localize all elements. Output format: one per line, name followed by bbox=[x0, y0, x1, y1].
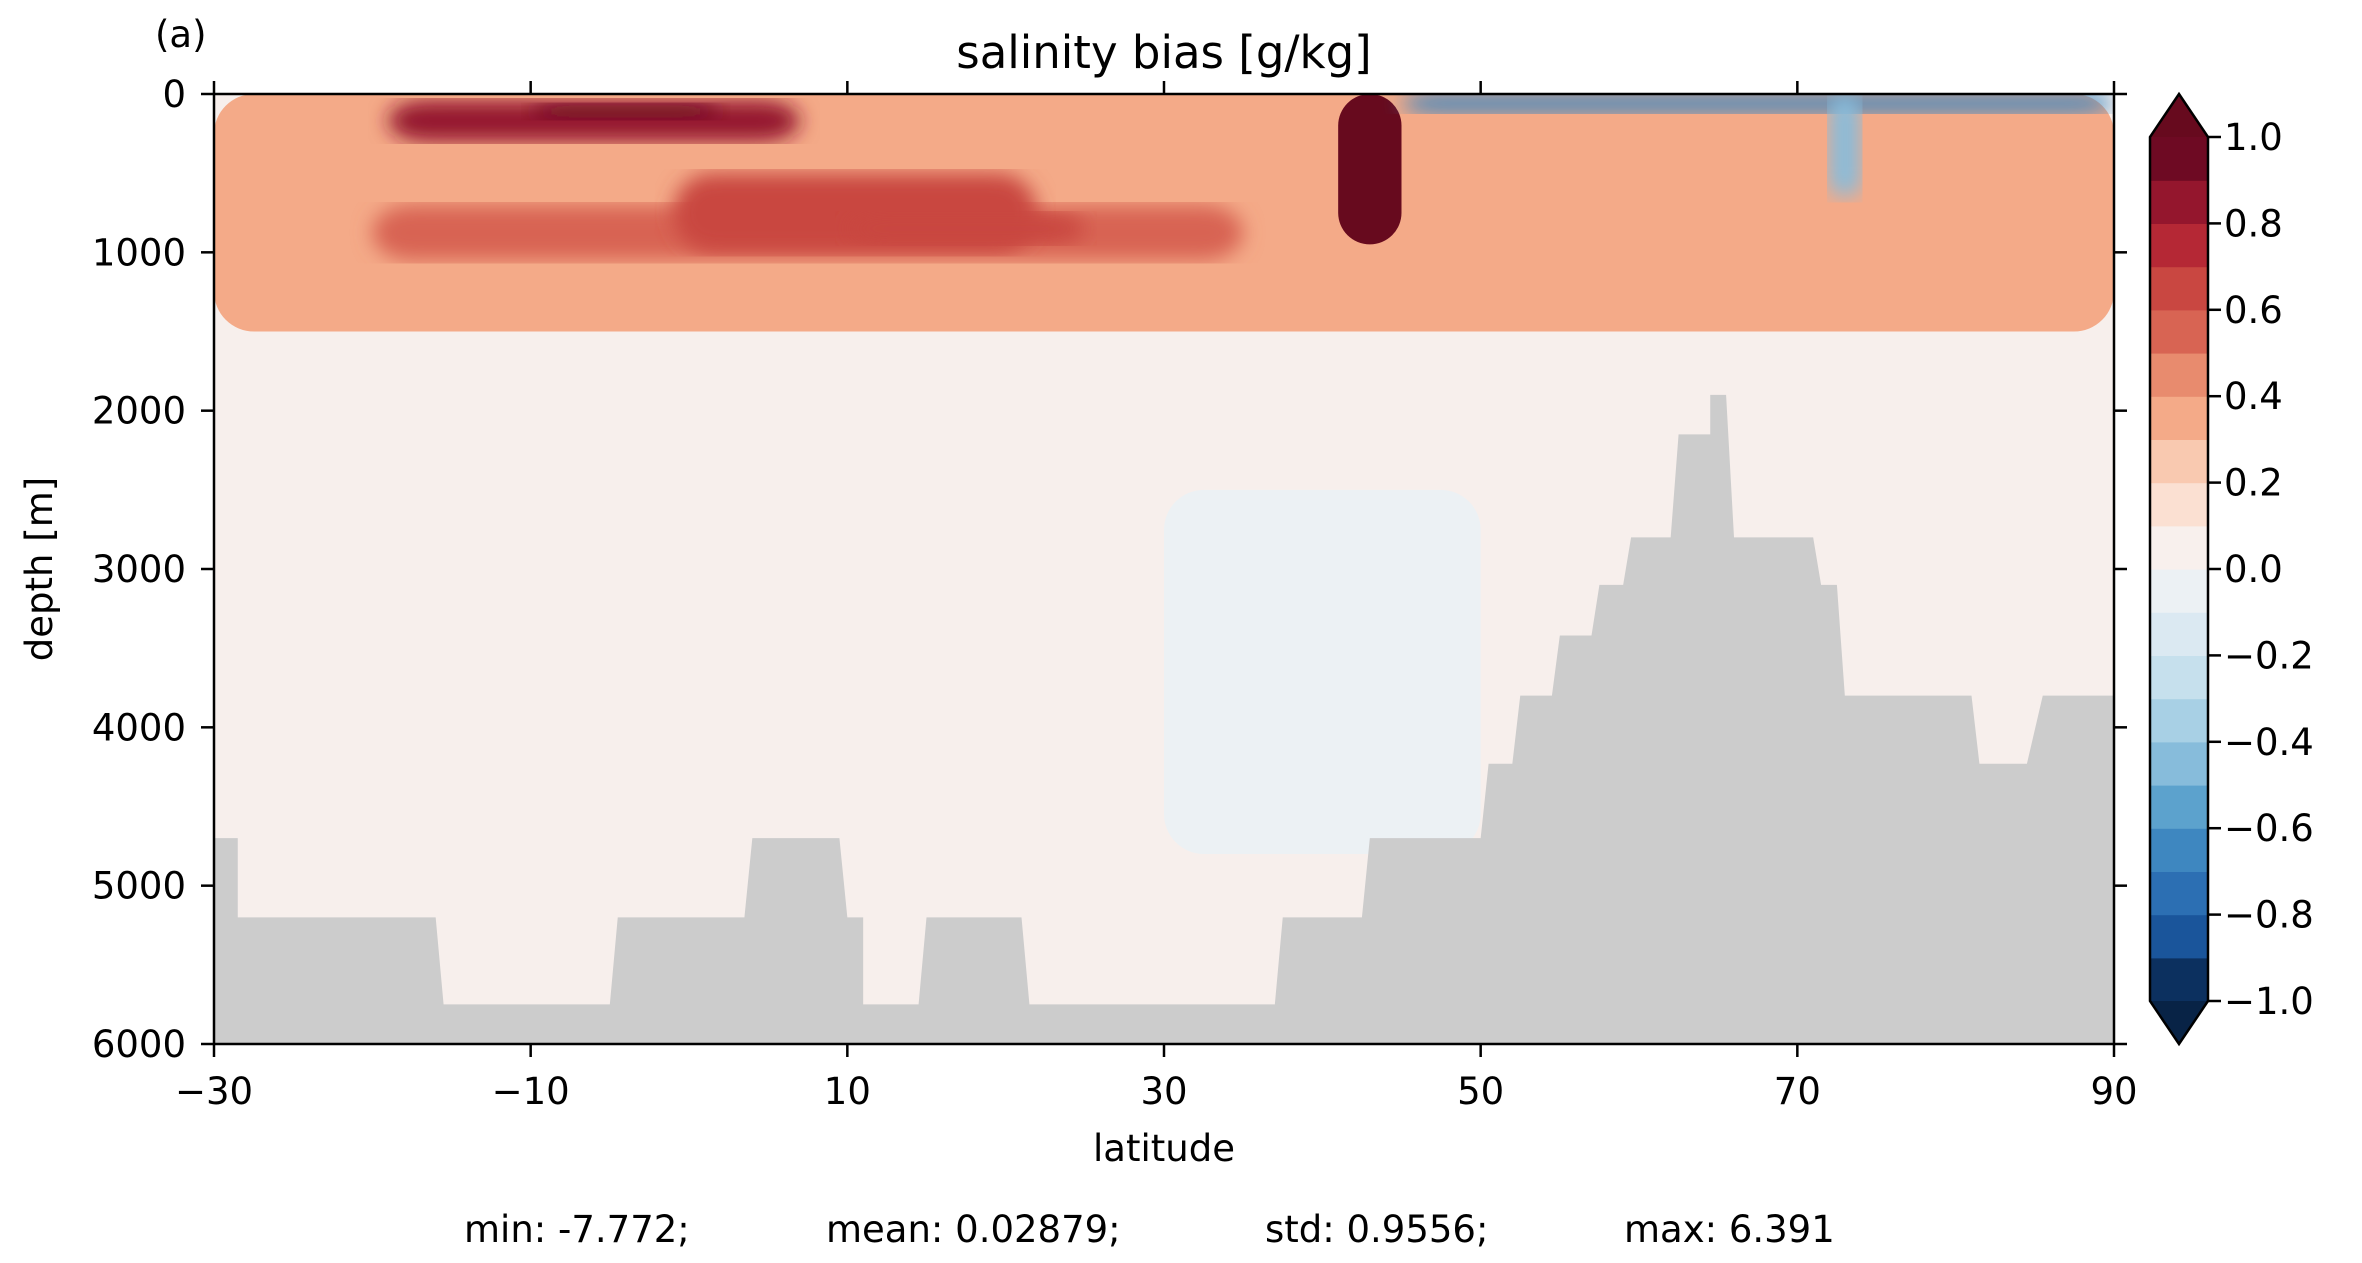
stat-mean: mean: 0.02879; bbox=[826, 1208, 1121, 1251]
colorbar-tick-label: 0.4 bbox=[2224, 375, 2283, 418]
panel-label: (a) bbox=[155, 13, 207, 56]
plot-area bbox=[214, 94, 2114, 1044]
x-axis: −30 −10 10 30 50 70 90 bbox=[175, 81, 2138, 1113]
y-tick-label: 0 bbox=[162, 73, 186, 116]
colorbar-segment bbox=[2150, 396, 2208, 440]
colorbar-segment bbox=[2150, 741, 2208, 786]
y-tick-label: 6000 bbox=[92, 1023, 186, 1066]
colorbar-extend-max bbox=[2150, 94, 2208, 137]
colorbar-segment bbox=[2150, 309, 2208, 354]
y-axis-label: depth [m] bbox=[18, 477, 61, 661]
colorbar-tick-label: −0.4 bbox=[2224, 721, 2314, 764]
bias-region bbox=[847, 212, 1085, 245]
x-tick-label: 30 bbox=[1140, 1070, 1187, 1113]
bias-region bbox=[1401, 94, 2114, 113]
stat-std: std: 0.9556; bbox=[1265, 1208, 1488, 1251]
colorbar-segment bbox=[2150, 698, 2208, 743]
y-tick-label: 4000 bbox=[92, 706, 186, 749]
colorbar-tick-label: 0.0 bbox=[2224, 548, 2283, 591]
colorbar-segment bbox=[2150, 439, 2208, 484]
colorbar-segment bbox=[2150, 353, 2208, 397]
x-tick-label: −10 bbox=[492, 1070, 570, 1113]
colorbar-segment bbox=[2150, 137, 2208, 181]
bathymetry-land bbox=[214, 394, 2114, 1044]
colorbar-segment bbox=[2150, 612, 2208, 656]
colorbar-tick-label: 0.6 bbox=[2224, 289, 2283, 332]
bias-region bbox=[530, 103, 721, 120]
colorbar-segment bbox=[2150, 914, 2208, 959]
colorbar-segment bbox=[2150, 180, 2208, 224]
colorbar-tick-label: −0.2 bbox=[2224, 634, 2314, 677]
y-tick-label: 3000 bbox=[92, 548, 186, 591]
colorbar-tick-label: 0.8 bbox=[2224, 202, 2283, 245]
colorbar-segment bbox=[2150, 785, 2208, 829]
colorbar-segment bbox=[2150, 482, 2208, 527]
chart-title: salinity bias [g/kg] bbox=[956, 26, 1371, 79]
stats-line: min: -7.772; mean: 0.02879; std: 0.9556;… bbox=[464, 1208, 1835, 1251]
colorbar-tick-label: 0.2 bbox=[2224, 462, 2283, 505]
bias-region bbox=[1164, 489, 1481, 854]
y-tick-label: 1000 bbox=[92, 231, 186, 274]
colorbar-tick-label: −0.6 bbox=[2224, 807, 2314, 850]
x-tick-label: 10 bbox=[824, 1070, 871, 1113]
x-tick-label: −30 bbox=[175, 1070, 253, 1113]
colorbar-segment bbox=[2150, 828, 2208, 872]
colorbar-tick-label: −0.8 bbox=[2224, 894, 2314, 937]
x-tick-label: 90 bbox=[2090, 1070, 2137, 1113]
colorbar-tick-label: −1.0 bbox=[2224, 980, 2314, 1023]
colorbar-segment bbox=[2150, 957, 2208, 1002]
colorbar-tick-label: 1.0 bbox=[2224, 116, 2283, 159]
x-tick-label: 50 bbox=[1457, 1070, 1504, 1113]
y-tick-label: 5000 bbox=[92, 865, 186, 908]
y-tick-label: 2000 bbox=[92, 390, 186, 433]
colorbar-segment bbox=[2150, 266, 2208, 311]
colorbar-segment bbox=[2150, 655, 2208, 700]
colorbar-segment bbox=[2150, 871, 2208, 916]
y-axis: 0 1000 2000 3000 4000 5000 6000 bbox=[92, 73, 2127, 1066]
x-axis-label: latitude bbox=[1093, 1127, 1235, 1170]
bias-field bbox=[214, 94, 2114, 854]
colorbar: −1.0 −0.8 −0.6 −0.4 −0.2 0.0 0.2 0.4 0.6 0.8 1.0 bbox=[2148, 91, 2314, 1047]
bias-region bbox=[1829, 94, 1861, 197]
colorbar-segment bbox=[2150, 525, 2208, 570]
colorbar-extend-min bbox=[2150, 1001, 2208, 1044]
colorbar-segment bbox=[2150, 223, 2208, 268]
bias-region bbox=[1338, 94, 1402, 245]
stat-max: max: 6.391 bbox=[1624, 1208, 1835, 1251]
colorbar-segment bbox=[2150, 569, 2208, 613]
stat-min: min: -7.772; bbox=[464, 1208, 690, 1251]
x-tick-label: 70 bbox=[1774, 1070, 1821, 1113]
